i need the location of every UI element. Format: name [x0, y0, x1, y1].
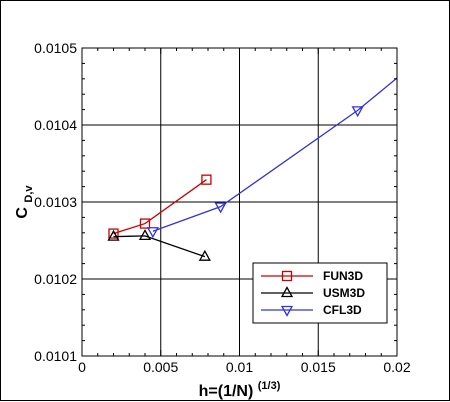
y-tick-label: 0.0103	[34, 194, 77, 210]
x-axis-label-superscript: (1/3)	[258, 380, 281, 392]
y-axis-label-subscript: D,v	[23, 185, 35, 203]
data-point-cfl3d	[146, 227, 159, 239]
legend-marker-cfl3d	[280, 305, 294, 317]
x-tick-label: 0	[78, 359, 86, 375]
data-point-usm3d	[107, 229, 120, 241]
x-axis-label: h=(1/N) (1/3)	[199, 380, 281, 400]
y-axis-label: C D,v	[14, 185, 35, 219]
grid	[82, 48, 397, 356]
y-tick-label: 0.0102	[34, 271, 77, 287]
x-tick-label: 0.02	[383, 359, 410, 375]
series-layer	[107, 77, 397, 261]
y-tick-label: 0.0105	[34, 40, 77, 56]
series-cfl3d	[146, 77, 397, 239]
series-line-fun3d	[113, 179, 207, 235]
series-usm3d	[107, 229, 211, 261]
data-point-cfl3d	[351, 106, 364, 118]
y-axis-label-main: C	[14, 207, 31, 219]
x-axis-label-main: h=(1/N)	[199, 383, 254, 400]
data-point-usm3d	[138, 229, 152, 241]
legend: FUN3D USM3D CFL3D	[252, 262, 388, 324]
series-line-cfl3d	[152, 77, 397, 232]
y-tick-label: 0.0104	[34, 117, 77, 133]
legend-marker-fun3d	[281, 270, 293, 282]
y-tick-labels: 0.0101 0.0102 0.0103 0.0104 0.0105	[34, 40, 77, 364]
x-tick-label: 0.015	[301, 359, 336, 375]
series-line-usm3d	[113, 235, 206, 258]
y-tick-label: 0.0101	[34, 348, 77, 364]
tick-marks	[81, 47, 398, 357]
x-tick-label: 0.005	[143, 359, 178, 375]
data-point-usm3d	[198, 249, 211, 261]
legend-marker-usm3d	[280, 286, 294, 298]
series-fun3d	[108, 174, 212, 239]
legend-label-cfl3d: CFL3D	[323, 303, 362, 317]
x-tick-labels: 0 0.005 0.01 0.015 0.02	[78, 359, 411, 375]
legend-label-usm3d: USM3D	[323, 286, 365, 300]
data-point-fun3d	[201, 174, 212, 185]
data-point-fun3d	[139, 218, 151, 229]
data-point-fun3d	[108, 228, 119, 239]
x-tick-label: 0.01	[226, 359, 253, 375]
legend-label-fun3d: FUN3D	[323, 269, 363, 283]
data-point-cfl3d	[214, 202, 227, 214]
